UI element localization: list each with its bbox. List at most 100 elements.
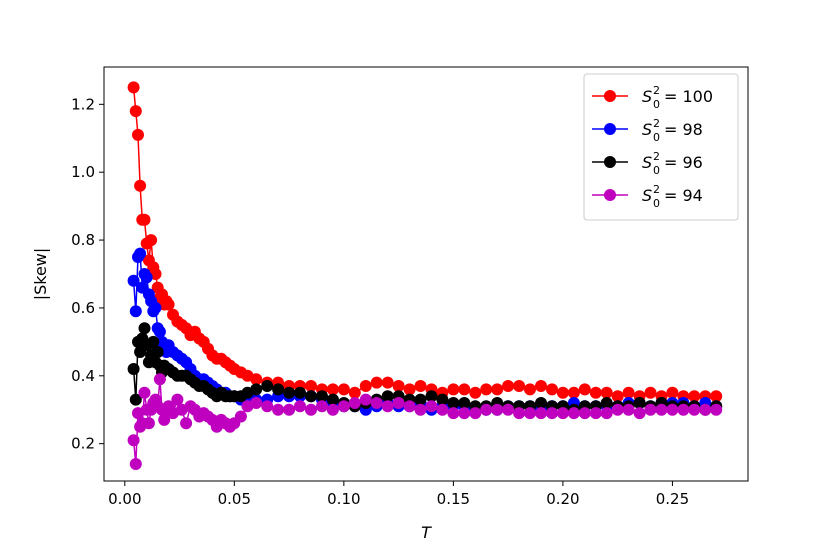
data-point bbox=[513, 380, 526, 392]
data-point bbox=[524, 407, 536, 420]
data-point bbox=[535, 380, 547, 392]
legend-subscript: 0 bbox=[653, 164, 660, 177]
data-point bbox=[425, 400, 438, 413]
data-point bbox=[171, 393, 184, 406]
data-point bbox=[600, 407, 613, 420]
data-point bbox=[436, 403, 449, 416]
data-point bbox=[491, 383, 504, 396]
data-point bbox=[447, 383, 460, 396]
legend-subscript: 0 bbox=[653, 98, 660, 111]
data-point bbox=[127, 274, 140, 287]
legend-superscript: 2 bbox=[653, 84, 660, 97]
legend-symbol: S bbox=[642, 87, 652, 106]
data-point bbox=[138, 213, 151, 226]
legend-item-2: S 20 = 98 bbox=[592, 117, 703, 144]
x-axis-label: T bbox=[421, 523, 432, 542]
data-point bbox=[491, 403, 504, 416]
data-point bbox=[480, 403, 493, 416]
data-point bbox=[129, 458, 142, 470]
data-point bbox=[600, 386, 613, 399]
data-point bbox=[622, 403, 635, 416]
data-point bbox=[127, 81, 140, 94]
y-axis-label: |Skew| bbox=[31, 248, 50, 301]
data-point bbox=[180, 417, 193, 430]
data-point bbox=[622, 386, 635, 399]
data-point bbox=[611, 390, 624, 403]
data-point bbox=[127, 434, 140, 447]
data-point bbox=[502, 380, 515, 392]
data-point bbox=[458, 407, 471, 420]
y-tick-label: 0.4 bbox=[71, 367, 95, 385]
data-point bbox=[127, 363, 140, 375]
data-point bbox=[414, 393, 427, 406]
data-point bbox=[644, 386, 657, 399]
data-point bbox=[589, 407, 602, 420]
data-point bbox=[589, 386, 602, 399]
data-point bbox=[392, 397, 405, 409]
data-point bbox=[129, 105, 142, 118]
legend-label: = 96 bbox=[664, 153, 703, 172]
legend-symbol: S bbox=[642, 153, 652, 172]
data-point bbox=[458, 383, 471, 396]
data-point bbox=[447, 407, 460, 420]
data-point bbox=[162, 298, 175, 311]
data-point bbox=[359, 393, 372, 406]
data-point bbox=[546, 407, 558, 420]
data-point bbox=[513, 407, 526, 420]
data-point bbox=[710, 390, 723, 403]
y-tick-label: 1.2 bbox=[71, 95, 95, 113]
data-point bbox=[414, 380, 427, 392]
data-point bbox=[535, 407, 547, 420]
data-point bbox=[129, 305, 142, 318]
legend-marker bbox=[604, 189, 616, 201]
data-point bbox=[414, 403, 427, 416]
data-point bbox=[138, 322, 151, 335]
data-point bbox=[272, 383, 285, 396]
data-point bbox=[250, 383, 263, 396]
data-point bbox=[359, 380, 372, 392]
data-point bbox=[425, 390, 438, 403]
data-point bbox=[272, 403, 285, 416]
data-point bbox=[294, 400, 306, 413]
data-point bbox=[381, 390, 394, 403]
data-point bbox=[316, 390, 328, 403]
y-tick-label: 0.6 bbox=[71, 299, 95, 317]
data-point bbox=[129, 393, 142, 406]
x-tick-label: 0.15 bbox=[437, 490, 470, 508]
data-point bbox=[153, 373, 166, 386]
data-point bbox=[556, 386, 569, 399]
series-layer bbox=[127, 81, 723, 470]
x-tick-label: 0.25 bbox=[656, 490, 689, 508]
legend-item-1: S 20 = 100 bbox=[592, 84, 713, 111]
data-point bbox=[535, 397, 547, 409]
series-4 bbox=[127, 373, 723, 470]
data-point bbox=[348, 386, 361, 399]
data-point bbox=[578, 383, 591, 396]
plot-frame bbox=[103, 66, 749, 482]
x-tick-label: 0.05 bbox=[218, 490, 251, 508]
data-point bbox=[600, 397, 613, 409]
data-point bbox=[447, 397, 460, 409]
x-tick-label: 0.00 bbox=[108, 490, 141, 508]
data-point bbox=[261, 400, 274, 413]
data-point bbox=[381, 400, 394, 413]
data-point bbox=[502, 403, 515, 416]
data-point bbox=[469, 407, 482, 420]
data-point bbox=[316, 400, 328, 413]
data-point bbox=[305, 403, 317, 416]
data-point bbox=[567, 386, 580, 399]
legend-label: = 94 bbox=[664, 186, 703, 205]
data-point bbox=[326, 403, 339, 416]
data-point bbox=[140, 271, 153, 284]
data-point bbox=[633, 407, 646, 420]
data-point bbox=[666, 403, 679, 416]
legend-symbol: S bbox=[642, 120, 652, 139]
legend-marker bbox=[604, 123, 616, 135]
data-point bbox=[305, 390, 317, 403]
data-point bbox=[138, 386, 151, 399]
data-point bbox=[145, 234, 158, 247]
x-axis-ticks: 0.00 0.05 0.10 0.15 0.20 0.25 bbox=[108, 481, 689, 508]
data-point bbox=[403, 383, 416, 396]
data-point bbox=[688, 390, 701, 403]
y-tick-label: 0.2 bbox=[71, 435, 95, 453]
